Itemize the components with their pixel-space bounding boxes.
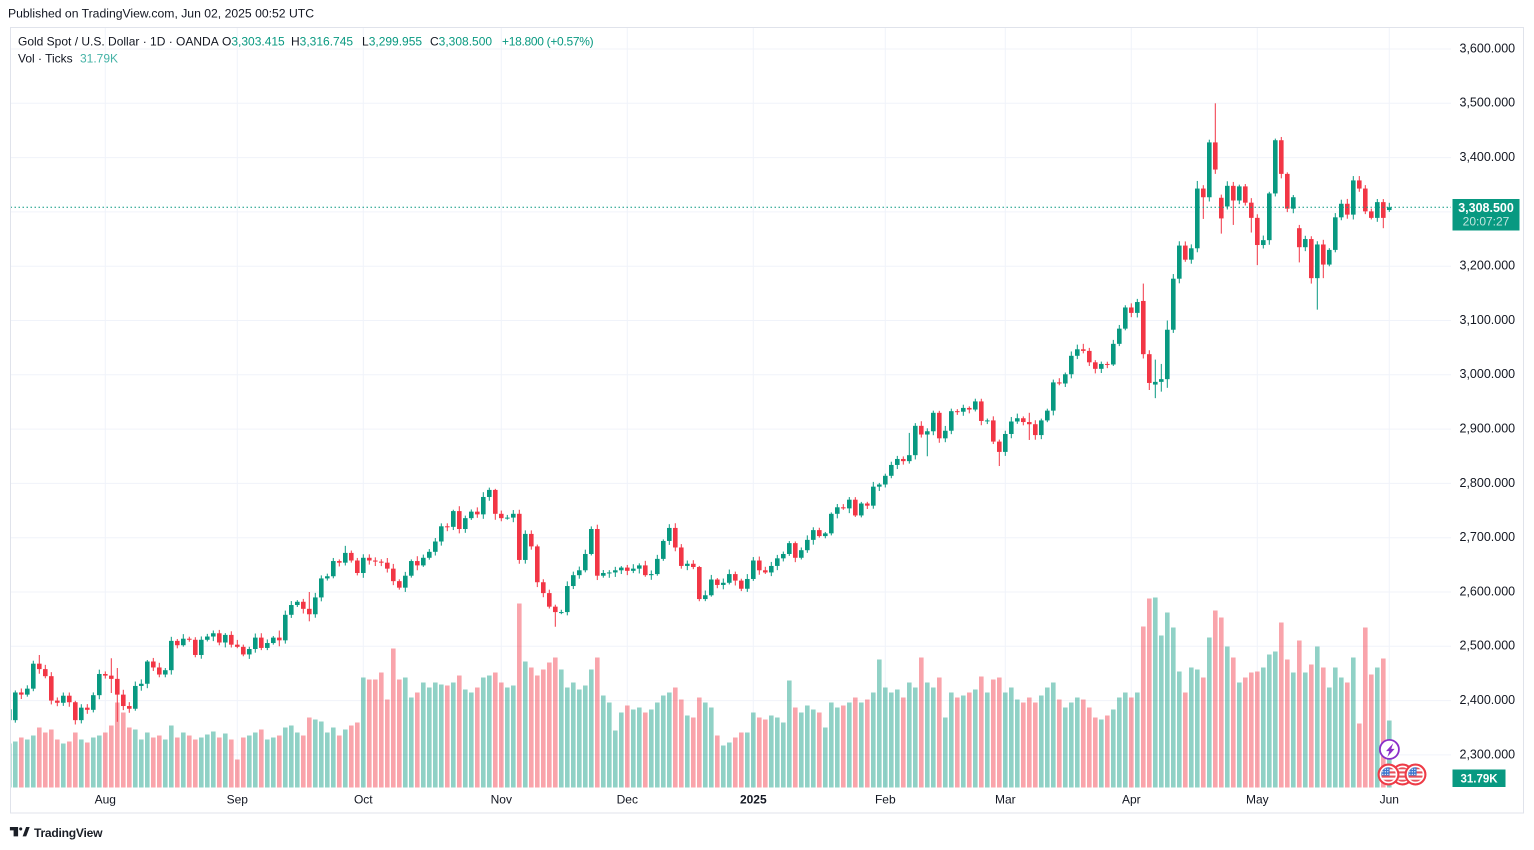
svg-text:Sep: Sep	[227, 792, 249, 806]
svg-text:Vol · Ticks: Vol · Ticks	[18, 52, 73, 66]
svg-text:Aug: Aug	[95, 792, 116, 806]
svg-text:May: May	[1246, 792, 1269, 806]
svg-text:Gold Spot / U.S. Dollar · 1D ·: Gold Spot / U.S. Dollar · 1D · OANDA	[18, 35, 219, 49]
svg-text:3,200.000: 3,200.000	[1460, 259, 1516, 273]
svg-text:20:07:27: 20:07:27	[1463, 215, 1510, 229]
svg-text:Published on TradingView.com,: Published on TradingView.com, Jun 02, 20…	[8, 7, 314, 21]
svg-text:3,600.000: 3,600.000	[1460, 41, 1516, 55]
svg-text:3,100.000: 3,100.000	[1460, 313, 1516, 327]
svg-text:L3,299.955: L3,299.955	[362, 35, 422, 49]
svg-text:Mar: Mar	[995, 792, 1016, 806]
svg-text:Feb: Feb	[875, 792, 896, 806]
svg-text:31.79K: 31.79K	[1460, 774, 1498, 786]
svg-text:C3,308.500: C3,308.500	[430, 35, 492, 49]
svg-text:Apr: Apr	[1122, 792, 1141, 806]
svg-text:3,400.000: 3,400.000	[1460, 150, 1516, 164]
svg-text:2,600.000: 2,600.000	[1460, 584, 1516, 598]
svg-text:Dec: Dec	[617, 792, 638, 806]
svg-text:Jun: Jun	[1380, 792, 1399, 806]
svg-text:Nov: Nov	[491, 792, 512, 806]
svg-text:2,500.000: 2,500.000	[1460, 639, 1516, 653]
svg-text:+18.800 (+0.57%): +18.800 (+0.57%)	[502, 35, 594, 49]
svg-text:31.79K: 31.79K	[80, 52, 118, 66]
svg-text:TradingView: TradingView	[34, 826, 103, 840]
svg-text:Oct: Oct	[354, 792, 373, 806]
svg-text:2,300.000: 2,300.000	[1460, 747, 1516, 761]
svg-text:3,000.000: 3,000.000	[1460, 367, 1516, 381]
svg-text:2,800.000: 2,800.000	[1460, 476, 1516, 490]
svg-text:2,400.000: 2,400.000	[1460, 693, 1516, 707]
svg-text:H3,316.745: H3,316.745	[291, 35, 353, 49]
svg-text:2,900.000: 2,900.000	[1460, 422, 1516, 436]
svg-text:O3,303.415: O3,303.415	[222, 35, 285, 49]
svg-text:2,700.000: 2,700.000	[1460, 530, 1516, 544]
svg-text:3,500.000: 3,500.000	[1460, 96, 1516, 110]
svg-text:2025: 2025	[740, 792, 767, 806]
svg-text:3,308.500: 3,308.500	[1458, 201, 1514, 215]
